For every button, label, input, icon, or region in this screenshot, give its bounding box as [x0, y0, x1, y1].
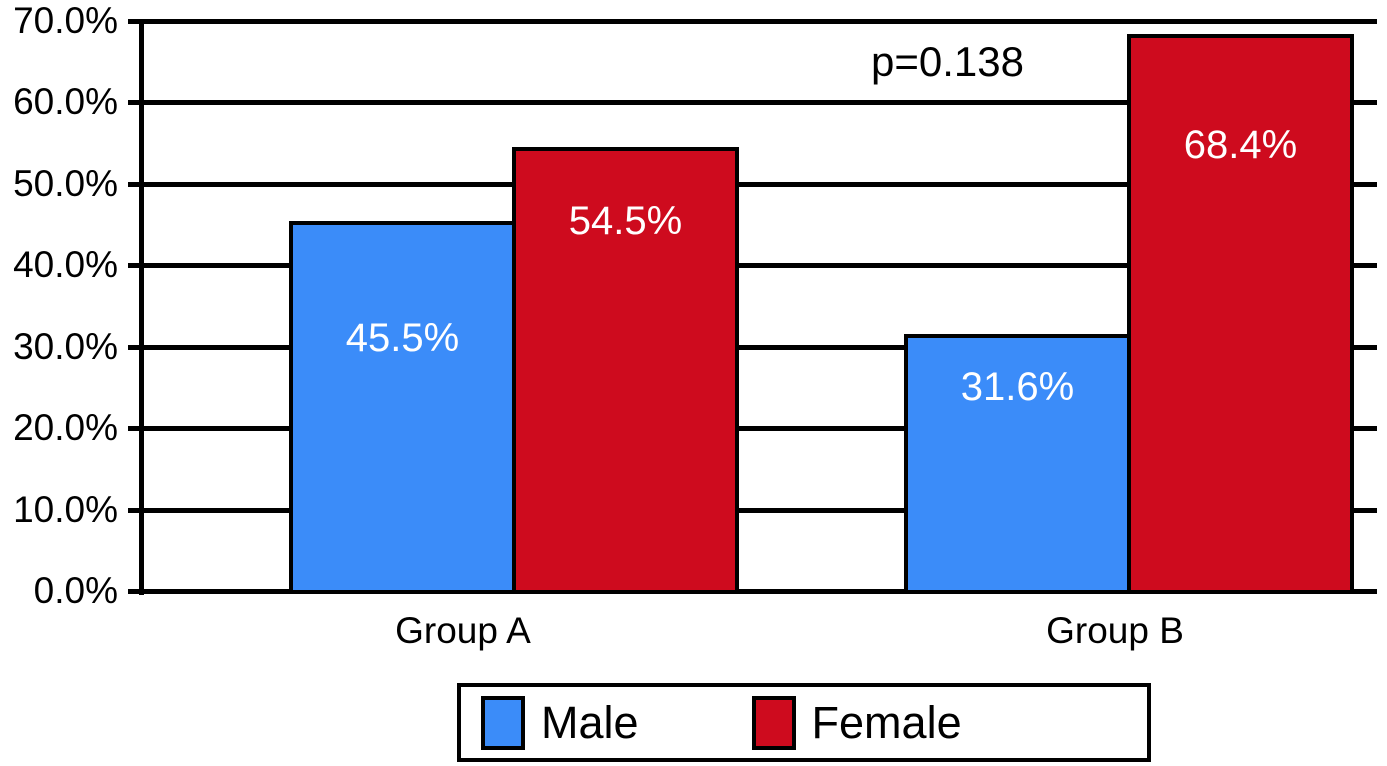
gridline-20.0%: [128, 426, 1377, 432]
gridline-50.0%: [128, 181, 1377, 187]
gridline-40.0%: [128, 263, 1377, 269]
bar-value-label: 31.6%: [960, 364, 1075, 409]
bar-group-b-female: [1127, 34, 1354, 594]
gridline-10.0%: [128, 507, 1377, 513]
bar-group-a-male: [289, 220, 516, 594]
legend-label-female: Female: [811, 696, 962, 748]
y-axis-tick-label: 30.0%: [13, 325, 118, 367]
legend-swatch-female-icon: [751, 695, 796, 750]
bar-value-label: 54.5%: [568, 199, 683, 244]
y-axis-line: [139, 19, 144, 595]
bar-value-label: 68.4%: [1183, 123, 1298, 168]
legend-label-male: Male: [541, 696, 639, 748]
bar-group-a-female: [512, 147, 739, 594]
y-axis-tick-label: 40.0%: [13, 244, 118, 286]
bar-value-label: 45.5%: [345, 315, 460, 360]
legend-item-male: Male: [481, 695, 639, 750]
x-axis-label-group-a: Group A: [395, 610, 531, 651]
legend: Male Female: [457, 683, 1151, 762]
y-axis-tick-label: 10.0%: [13, 488, 118, 530]
p-value-annotation: p=0.138: [871, 38, 1024, 85]
gridline-70.0%: [128, 19, 1377, 24]
gridline-0.0%: [128, 589, 1377, 594]
y-axis-tick-label: 60.0%: [13, 81, 118, 123]
x-axis-label-group-b: Group B: [1046, 610, 1184, 651]
legend-item-female: Female: [751, 695, 962, 750]
legend-swatch-male-icon: [481, 695, 525, 750]
gridline-30.0%: [128, 344, 1377, 350]
y-axis-tick-label: 50.0%: [13, 162, 118, 204]
y-axis-tick-label: 0.0%: [33, 570, 118, 611]
y-axis-tick-label: 70.0%: [13, 0, 118, 41]
y-axis-tick-label: 20.0%: [13, 407, 118, 449]
gridline-60.0%: [128, 100, 1377, 106]
